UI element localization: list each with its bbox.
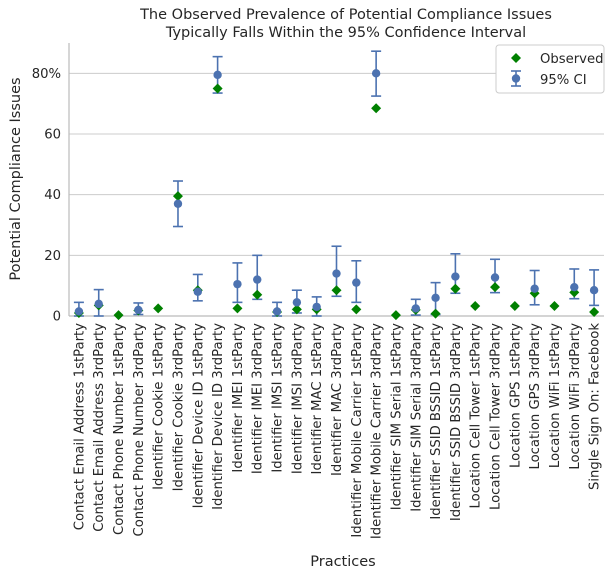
ci-point [371,69,381,78]
ci-point [332,269,341,278]
x-tick-label: Location Cell Tower 3rdParty [489,323,504,510]
observed-point [113,310,124,321]
observed-point [351,304,362,315]
x-axis-ticks: Contact Email Address 1stParty Contact Em… [72,323,602,539]
x-tick-label: Identifier IMEI 3rdParty [251,323,266,474]
observed-point [450,283,461,294]
ci-point [431,293,440,302]
x-tick-label: Identifier MAC 3rdParty [330,323,345,476]
chart-title-line-1: The Observed Prevalence of Potential Com… [139,7,552,23]
ci-point [253,275,262,284]
observed-point [470,300,481,311]
x-axis-label: Practices [310,554,375,570]
ci-point [312,302,321,312]
observed-point [212,83,223,94]
x-tick-label: Identifier Mobile Carrier 1stParty [350,323,365,538]
observed-point [291,304,302,315]
x-tick-label: Identifier Mobile Carrier 3rdParty [370,323,385,539]
legend-observed-marker [511,53,521,63]
x-tick-label: Identifier Device ID 3rdParty [211,323,226,510]
observed-point [549,300,560,311]
x-tick-label: Location GPS 1stParty [508,323,523,468]
observed-point [589,307,600,318]
y-axis-label: Potential Compliance Issues [8,77,24,280]
ci-point [451,272,460,281]
legend-observed-label: Observed [540,52,603,67]
x-tick-label: Contact Phone Number 1stParty [112,323,127,535]
observed-point [153,303,164,314]
x-tick-label: Contact Email Address 3rdParty [92,323,107,532]
observed-point [490,282,501,293]
ci-point [589,286,599,295]
y-tick-label: 60 [44,128,61,143]
x-tick-label: Identifier SIM Serial 3rdParty [409,323,424,512]
ci-point [530,284,539,293]
y-axis-ticks: 0 20 40 60 80% [32,67,61,325]
x-tick-label: Identifier Device ID 1stParty [191,323,206,509]
ci-point [134,305,143,315]
observed-point [509,300,520,311]
x-tick-label: Location WiFi 1stParty [548,323,563,468]
markers [73,69,600,321]
observed-point [232,303,243,314]
x-tick-label: Identifier IMSI 3rdParty [290,323,305,474]
x-tick-label: Identifier Cookie 1stParty [152,323,167,490]
y-tick-label: 40 [44,188,61,203]
x-tick-label: Contact Email Address 1stParty [72,323,87,530]
ci-point [233,279,242,289]
observed-point [172,191,183,202]
y-tick-label: 0 [53,310,61,325]
x-tick-label: Identifier IMEI 1stParty [231,323,246,473]
observed-point [371,103,382,114]
ci-errorbars [73,50,600,317]
plot-frame [68,43,604,317]
ci-point [213,70,222,80]
legend-ci-label: 95% CI [540,73,587,88]
ci-point [193,287,202,296]
ci-point [292,298,302,307]
observed-point [390,310,401,321]
x-tick-label: Location Cell Tower 1stParty [469,323,484,509]
ci-point [94,299,103,309]
x-tick-label: Identifier Cookie 3rdParty [171,323,186,492]
observed-point [252,289,263,300]
legend-ci-marker [511,74,521,83]
ci-point [490,273,500,282]
observed-point [331,285,342,296]
legend: Observed 95% CI [495,44,605,94]
observed-point [430,308,441,319]
ci-point [411,304,420,313]
x-tick-label: Identifier IMSI 1stParty [271,323,286,473]
x-tick-label: Location GPS 3rdParty [528,323,543,470]
x-tick-label: Identifier SSID BSSID 3rdParty [449,323,464,521]
x-tick-label: Location WiFi 3rdParty [568,323,583,470]
legend-box [495,44,605,94]
ci-point [173,199,183,208]
ci-point [570,282,579,292]
ci-point [272,307,282,316]
y-tick-label: 80% [32,67,61,82]
x-tick-label: Identifier SSID BSSID 1stParty [429,323,444,520]
x-tick-label: Identifier SIM Serial 1stParty [389,323,404,510]
x-tick-label: Single Sign On: Facebook [588,323,603,490]
y-tick-label: 20 [44,249,61,264]
ci-point [352,278,361,287]
x-tick-label: Identifier MAC 1stParty [310,323,325,475]
ci-point [74,307,84,316]
chart-title-line-2: Typically Falls Within the 95% Confidenc… [165,25,526,41]
x-tick-label: Contact Phone Number 3rdParty [132,323,147,537]
